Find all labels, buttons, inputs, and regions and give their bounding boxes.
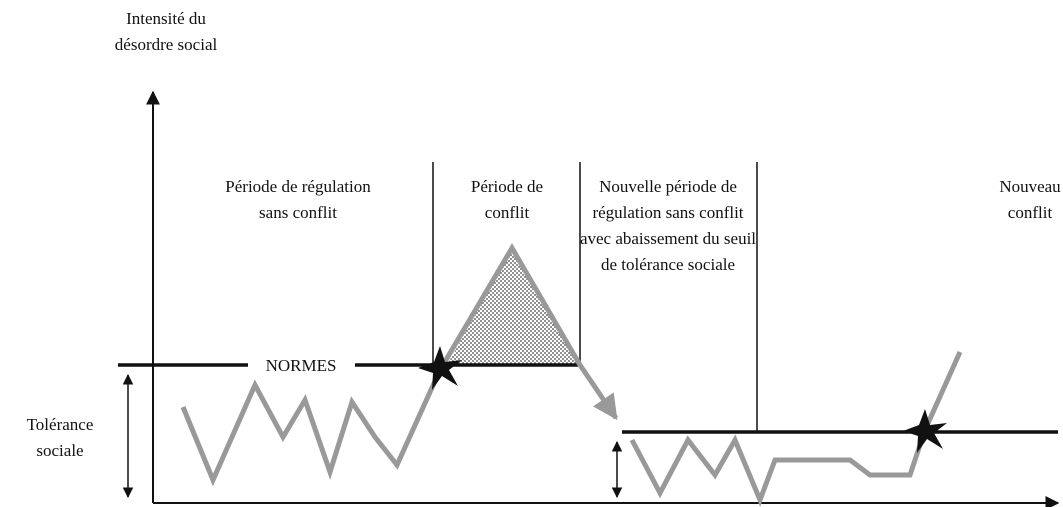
star bbox=[418, 346, 462, 390]
norms-label: NORMES bbox=[266, 356, 337, 375]
star bbox=[903, 409, 947, 453]
period-label: sans conflit bbox=[259, 203, 337, 222]
disorder-curve bbox=[629, 350, 963, 507]
period-label: Nouvelle période de bbox=[599, 177, 737, 196]
period-label: avec abaissement du seuil bbox=[580, 229, 756, 248]
period-label: conflit bbox=[485, 203, 530, 222]
period-label: régulation sans conflit bbox=[592, 203, 743, 222]
disorder-curve bbox=[180, 243, 619, 487]
conflict-area bbox=[447, 248, 580, 365]
axis-label: désordre social bbox=[115, 35, 218, 54]
period-label: Période de bbox=[471, 177, 543, 196]
period-label: conflit bbox=[1008, 203, 1053, 222]
tolerance-label: Tolérance bbox=[27, 415, 94, 434]
axis-label: Intensité du bbox=[126, 9, 206, 28]
tolerance-label: sociale bbox=[36, 441, 83, 460]
period-label: de tolérance sociale bbox=[601, 255, 735, 274]
period-label: Nouveau bbox=[999, 177, 1061, 196]
period-label: Période de régulation bbox=[225, 177, 371, 196]
